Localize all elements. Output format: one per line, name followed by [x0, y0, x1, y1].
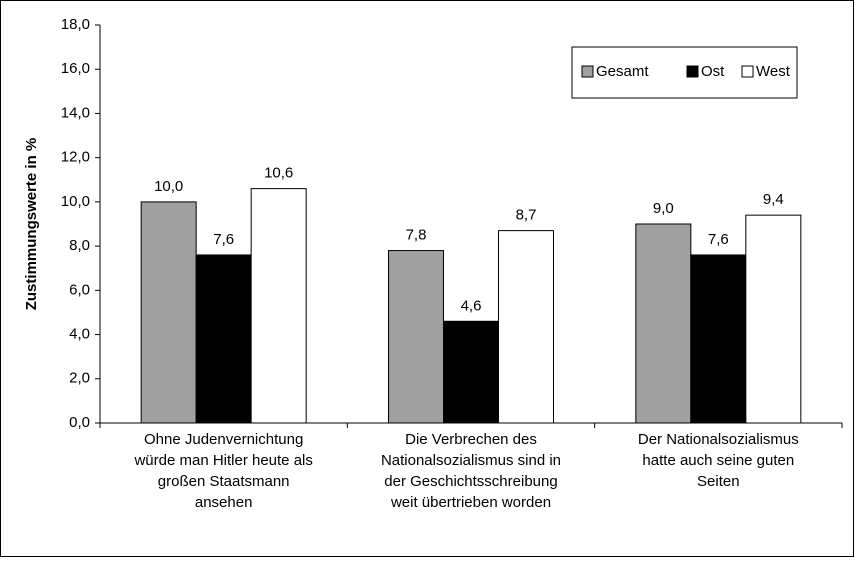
bar — [690, 254, 747, 424]
bar — [195, 254, 252, 424]
value-label: 9,0 — [653, 200, 674, 217]
legend-label: Ost — [701, 63, 725, 80]
value-label: 4,6 — [461, 297, 482, 314]
legend-swatch — [581, 65, 594, 78]
y-tick-label: 18,0 — [61, 16, 90, 33]
legend-swatch — [686, 65, 699, 78]
y-tick-label: 8,0 — [69, 237, 90, 254]
x-tick-label: Ohne Judenvernichtung würde man Hitler h… — [134, 431, 313, 511]
y-tick-label: 16,0 — [61, 60, 90, 77]
y-tick-label: 14,0 — [61, 104, 90, 121]
value-label: 10,0 — [154, 178, 183, 195]
legend-box — [571, 46, 798, 99]
y-tick-label: 4,0 — [69, 326, 90, 343]
value-label: 7,6 — [708, 231, 729, 248]
y-axis-title: Zustimmungswerte in % — [23, 138, 40, 311]
value-label: 9,4 — [763, 191, 784, 208]
legend-label: Gesamt — [596, 63, 649, 80]
value-label: 10,6 — [264, 165, 293, 182]
y-tick-label: 6,0 — [69, 281, 90, 298]
x-tick-label: Die Verbrechen des Nationalsozialismus s… — [380, 431, 562, 511]
x-tick-label-box: Die Verbrechen des Nationalsozialismus s… — [380, 431, 562, 511]
x-tick-label-box: Der Nationalsozialismus hatte auch seine… — [637, 431, 799, 490]
legend-swatch — [741, 65, 754, 78]
bar — [745, 214, 802, 424]
y-tick-label: 12,0 — [61, 149, 90, 166]
bar — [635, 223, 692, 424]
x-tick-label-box: Ohne Judenvernichtung würde man Hitler h… — [134, 431, 313, 511]
value-label: 7,8 — [406, 227, 427, 244]
value-label: 7,6 — [213, 231, 234, 248]
x-tick-label: Der Nationalsozialismus hatte auch seine… — [637, 431, 799, 490]
value-label: 8,7 — [516, 207, 537, 224]
y-tick-label: 10,0 — [61, 193, 90, 210]
y-tick-label: 2,0 — [69, 370, 90, 387]
legend-label: West — [756, 63, 791, 80]
bar — [443, 320, 499, 424]
bar — [388, 250, 444, 424]
bar — [498, 230, 554, 424]
bar — [250, 188, 307, 424]
y-tick-label: 0,0 — [69, 414, 90, 431]
bar — [140, 201, 197, 424]
